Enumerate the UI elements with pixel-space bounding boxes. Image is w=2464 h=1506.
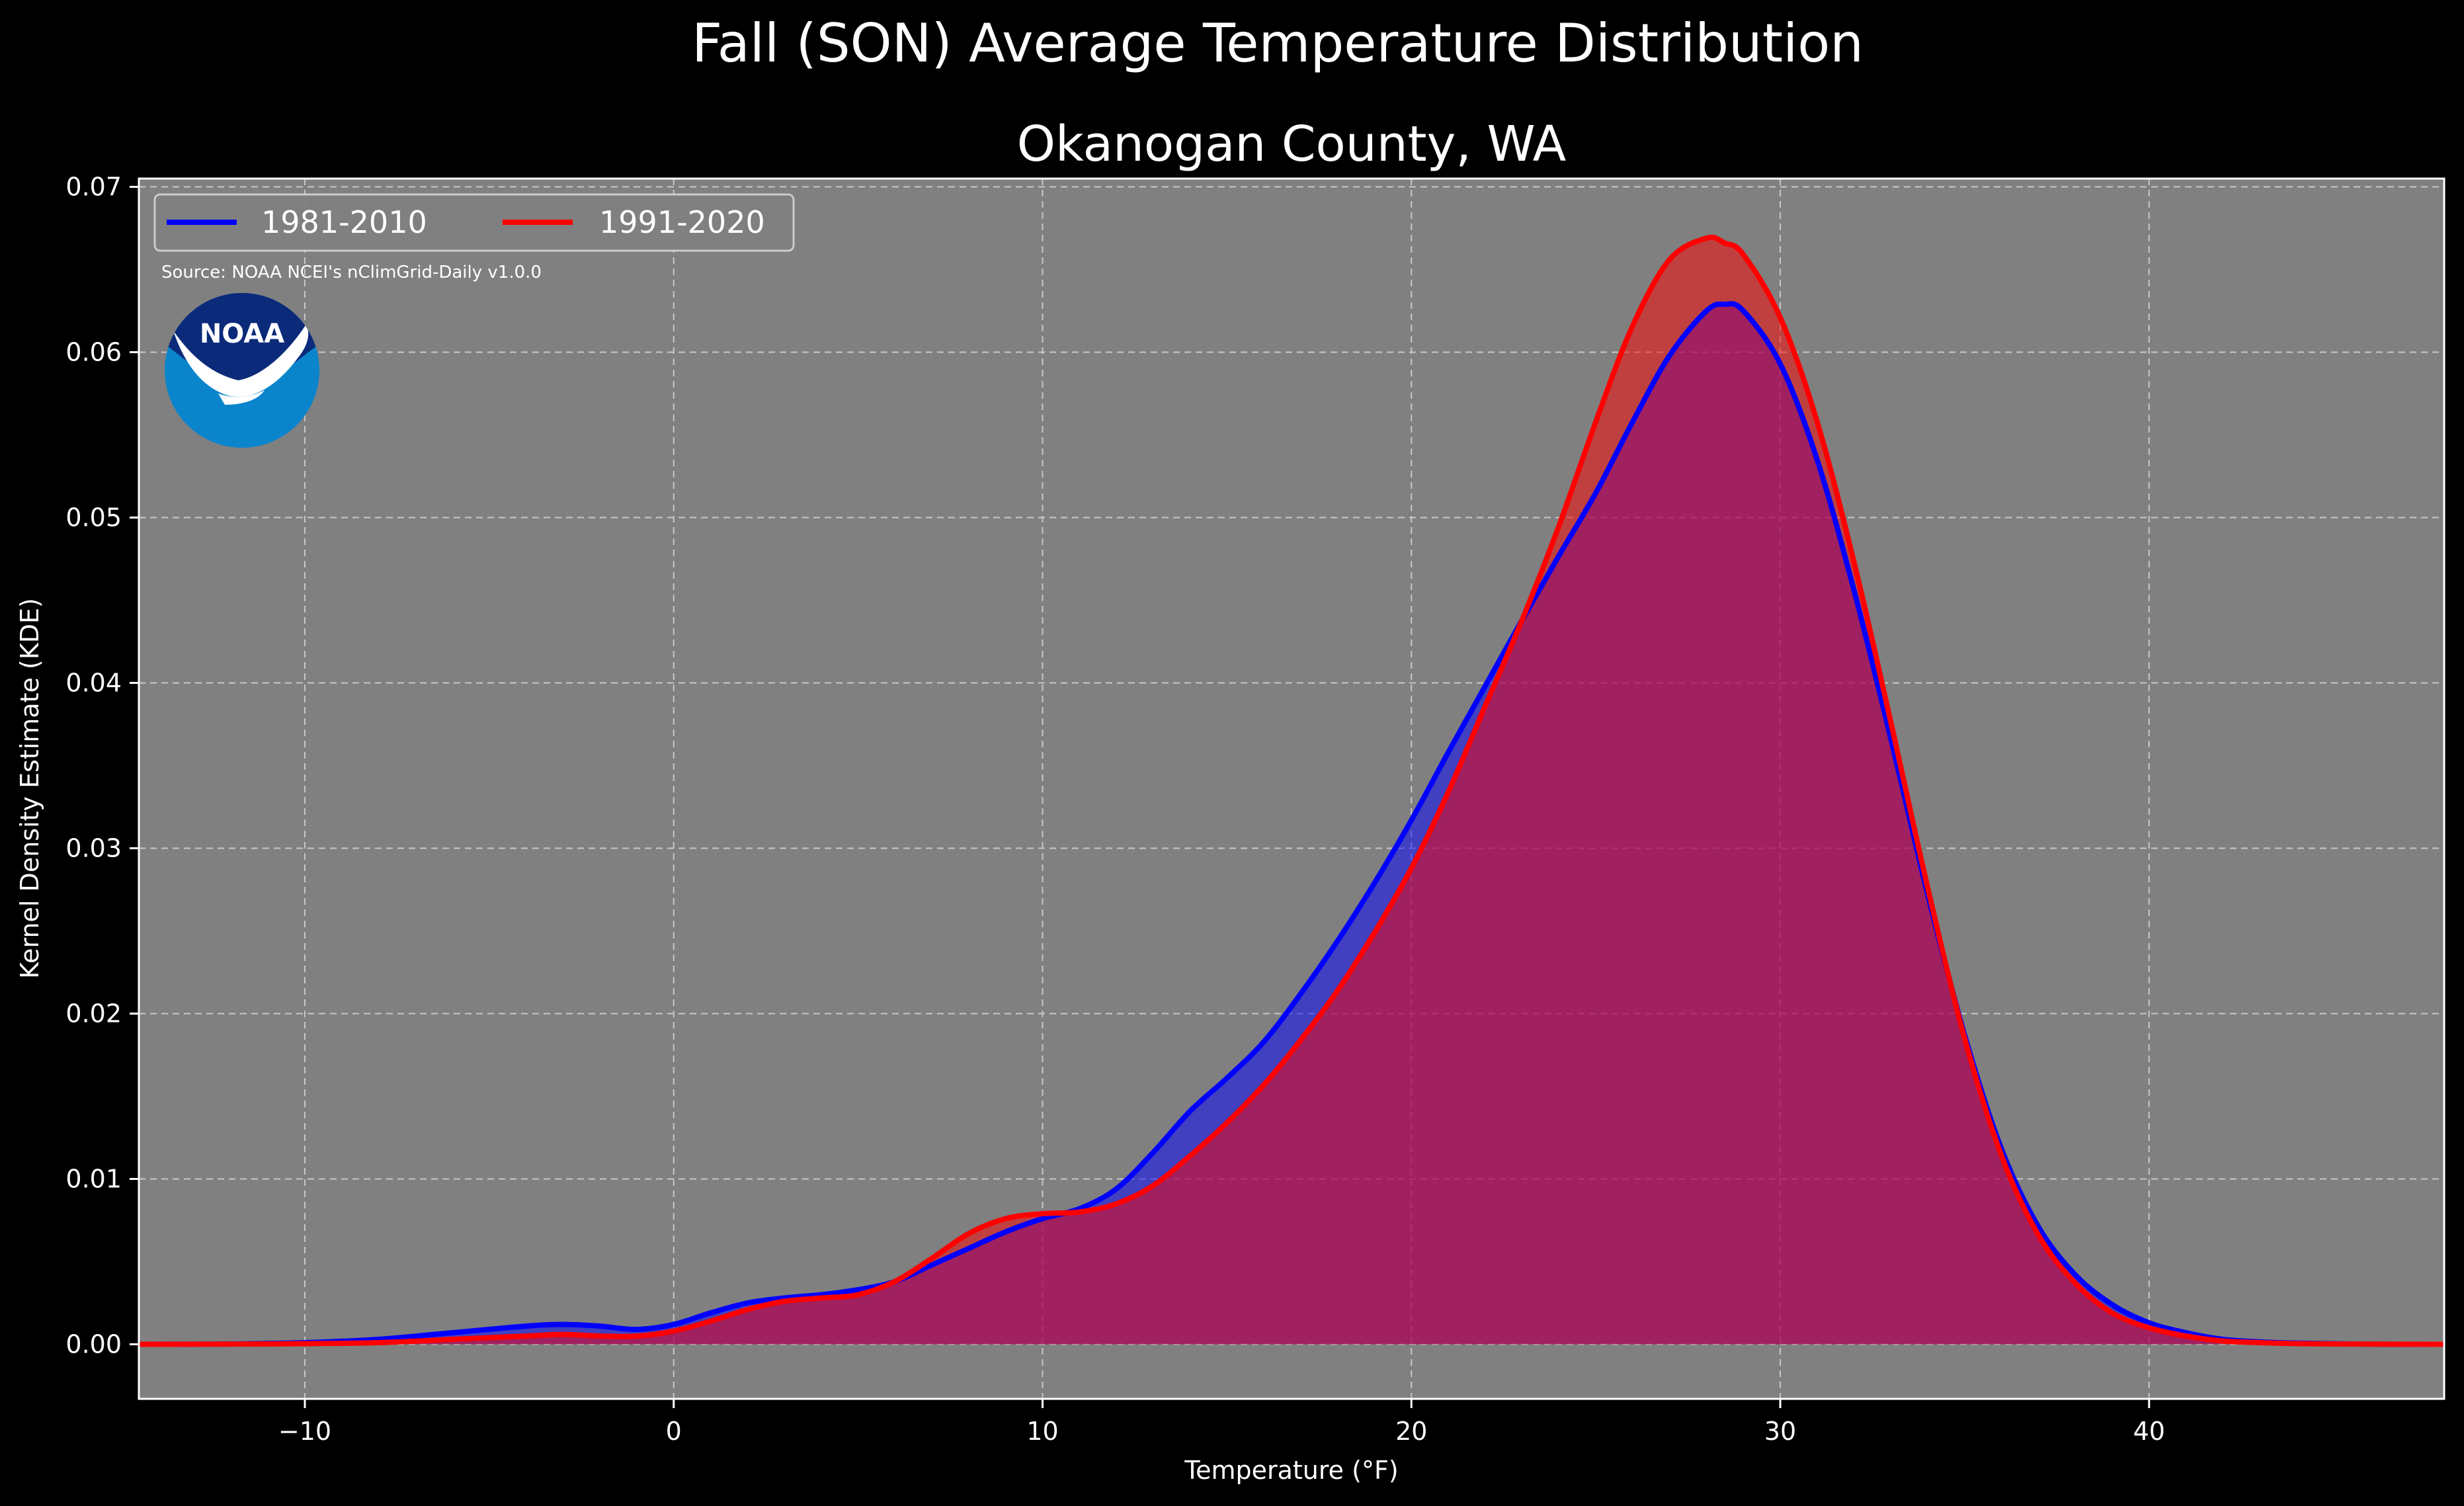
y-axis-ticks: 0.00 0.01 0.02 0.03 0.04 0.05 0.06 0.07	[65, 173, 139, 1359]
x-tick-label: 30	[1764, 1417, 1796, 1446]
area-1991-2020	[139, 237, 2444, 1345]
legend: 1981-2010 1991-2020	[153, 193, 795, 252]
chart-title: Fall (SON) Average Temperature Distribut…	[692, 13, 1864, 74]
noaa-logo-text: NOAA	[200, 319, 284, 349]
x-axis-label: Temperature (°F)	[1184, 1456, 1398, 1485]
x-tick-label: −10	[278, 1417, 331, 1446]
y-tick-label: 0.00	[65, 1330, 122, 1359]
legend-box	[153, 193, 795, 252]
legend-label-1991-2020: 1991-2020	[599, 204, 765, 240]
x-axis-ticks: −10 0 10 20 30 40	[278, 1399, 2165, 1446]
series-areas	[139, 237, 2444, 1345]
line-1991-2020	[138, 234, 2445, 1347]
y-tick-label: 0.07	[65, 173, 122, 202]
plot-frame	[138, 177, 2445, 1400]
chart-subtitle: Okanogan County, WA	[1017, 116, 1567, 173]
legend-label-1981-2010: 1981-2010	[261, 204, 427, 240]
series-lines	[138, 234, 2445, 1347]
y-tick-label: 0.02	[65, 999, 122, 1028]
x-tick-label: 20	[1395, 1417, 1427, 1446]
y-tick-label: 0.01	[65, 1165, 122, 1194]
noaa-logo: NOAA	[165, 293, 319, 448]
x-tick-label: 0	[666, 1417, 682, 1446]
y-tick-label: 0.05	[65, 503, 122, 532]
y-tick-label: 0.06	[65, 338, 122, 367]
source-note: Source: NOAA NCEI's nClimGrid-Daily v1.0…	[161, 263, 542, 282]
y-tick-label: 0.04	[65, 669, 122, 698]
y-tick-label: 0.03	[65, 834, 122, 863]
x-tick-label: 40	[2133, 1417, 2165, 1446]
y-axis-label: Kernel Density Estimate (KDE)	[15, 598, 44, 979]
x-tick-label: 10	[1026, 1417, 1058, 1446]
